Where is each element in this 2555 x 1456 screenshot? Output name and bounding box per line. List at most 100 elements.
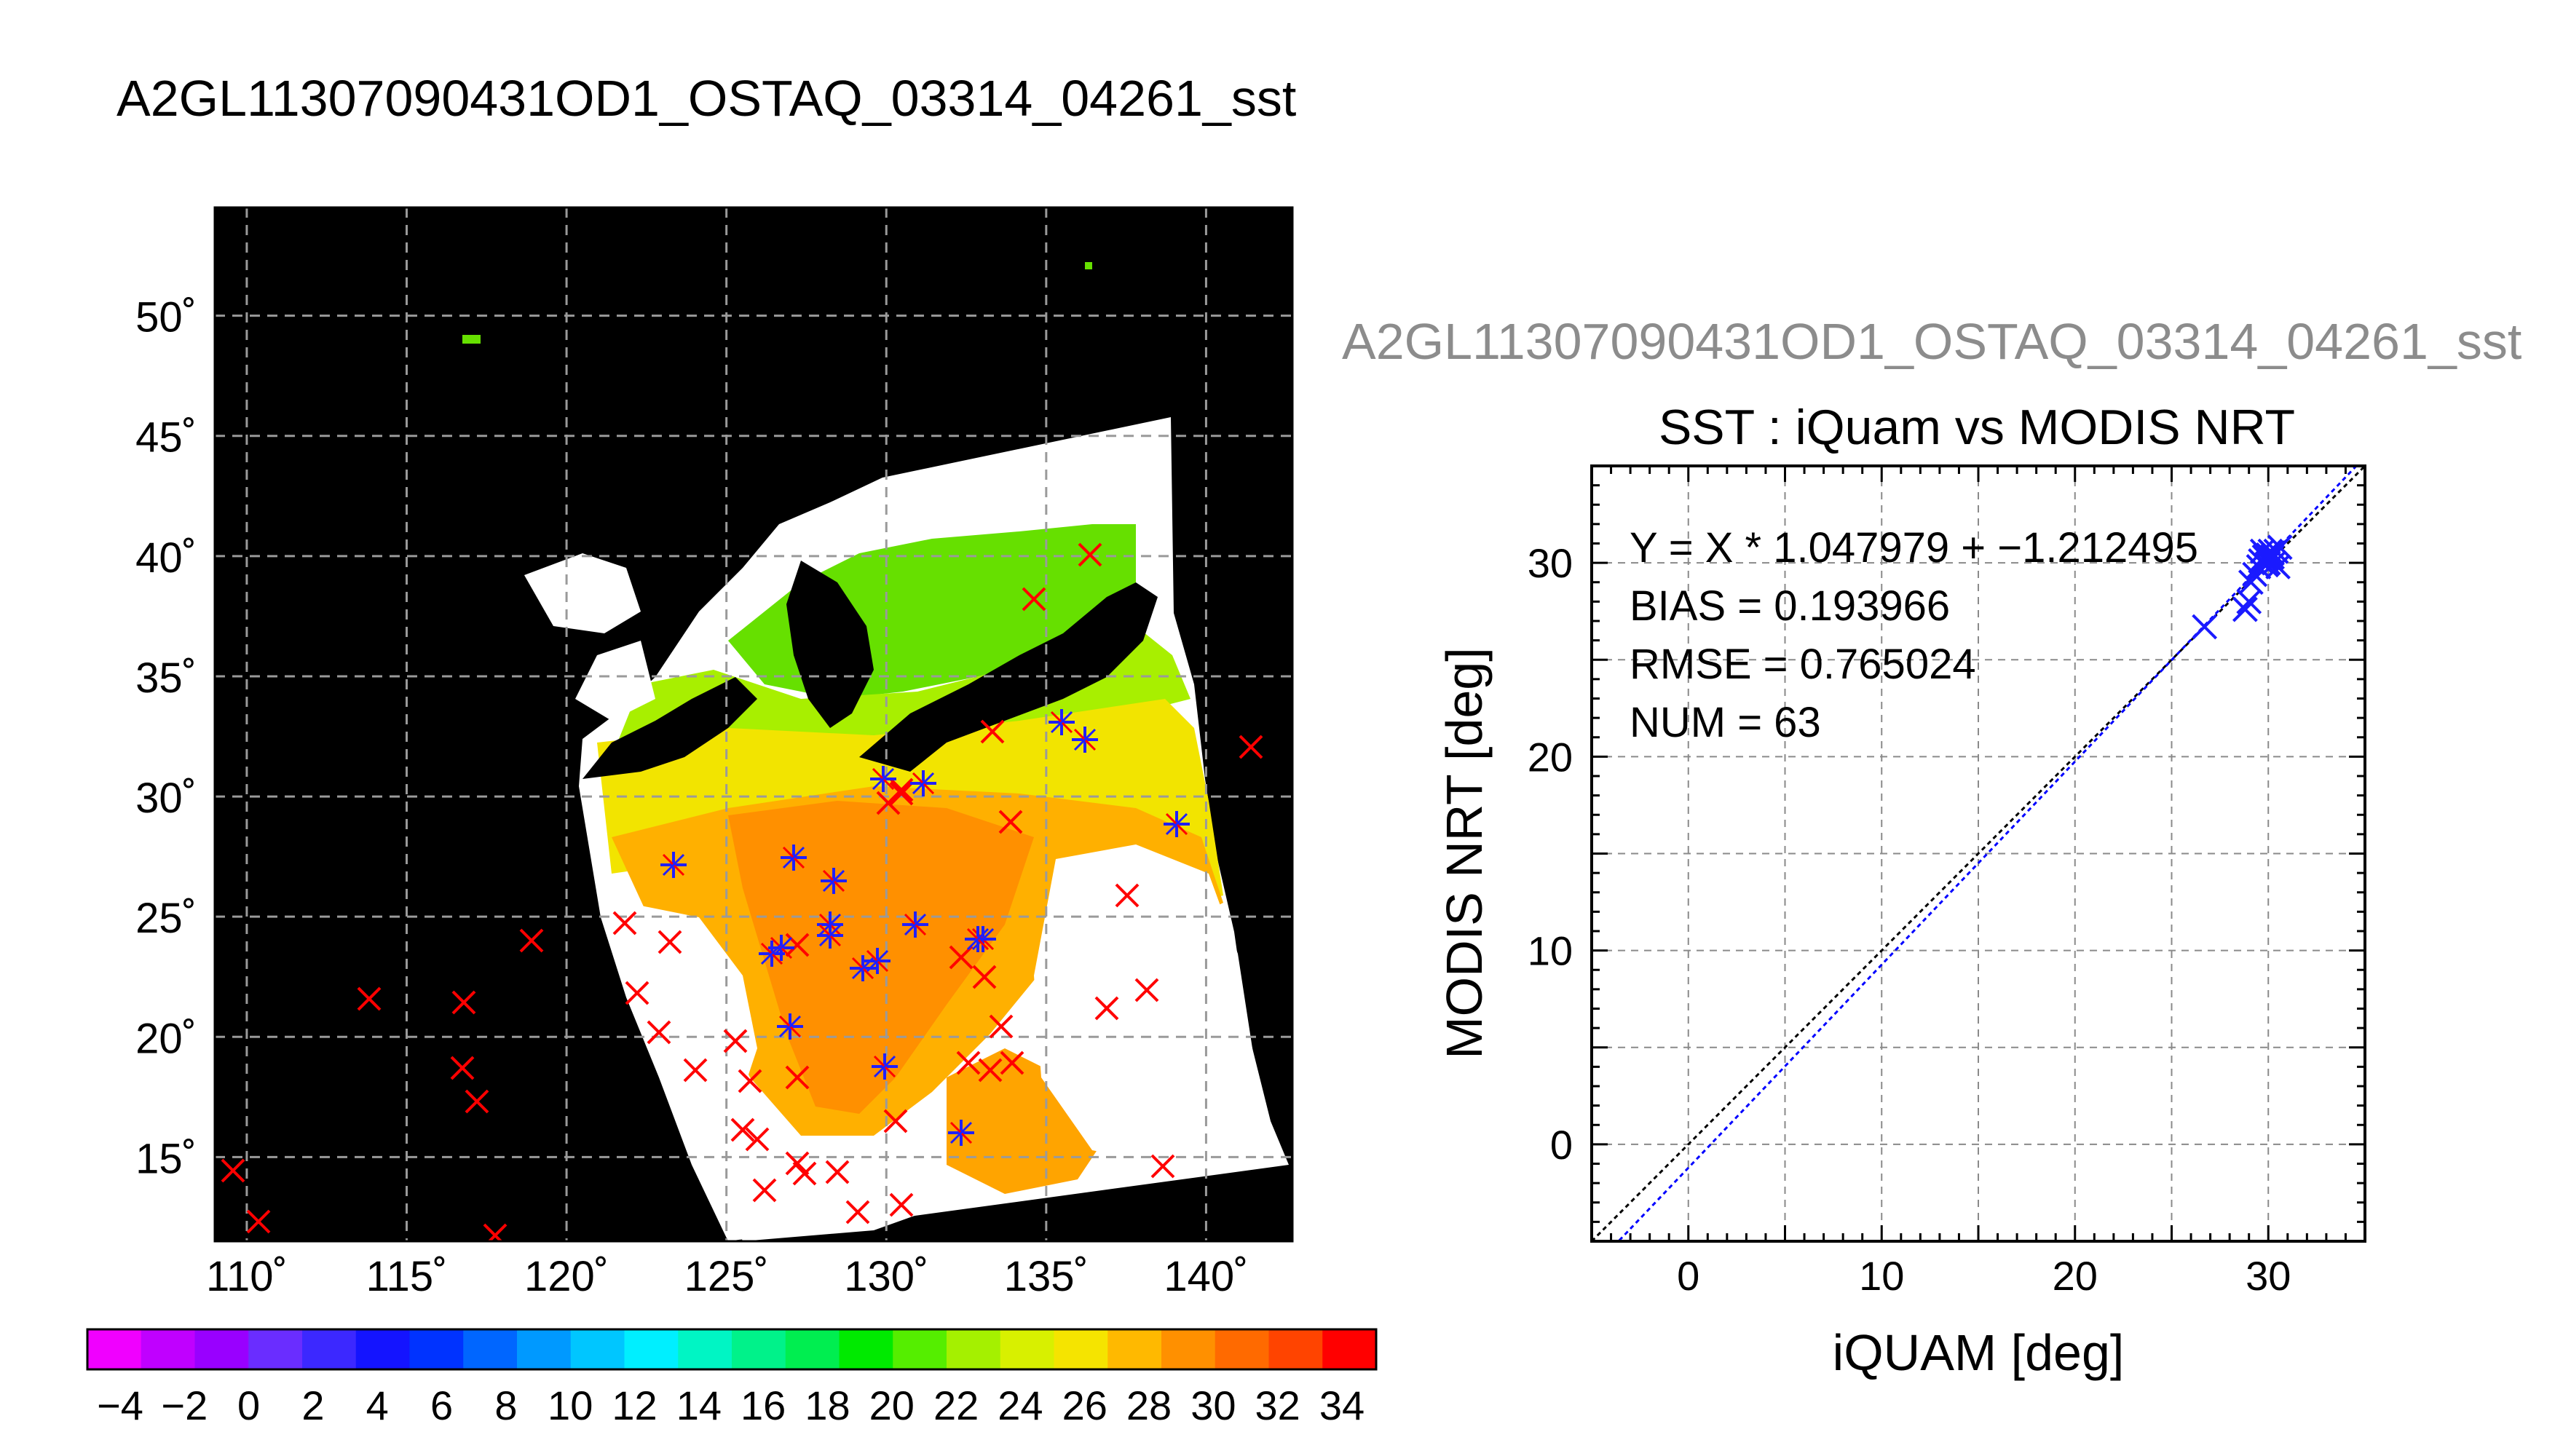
- sst-map: 50˚ 45˚ 40˚ 35˚ 30˚ 25˚ 20˚ 15˚ 110˚ 115˚ 120˚ 125…: [135, 206, 1294, 1300]
- colorbar: −4 −2 0 2 4 6 8 10 12 14 16 18 20 22 24 26 28 30 32 34: [86, 1328, 1378, 1428]
- match-marker-blue: [817, 922, 843, 949]
- match-marker-red: [465, 1089, 489, 1114]
- identity-line: [1592, 466, 2365, 1241]
- match-marker-red: [612, 911, 637, 935]
- match-marker-red: [451, 990, 476, 1015]
- colorbar-swatch: [1268, 1329, 1324, 1369]
- longitude-label: 115˚: [366, 1253, 448, 1300]
- colorbar-label: 4: [366, 1382, 389, 1428]
- map-grid: [215, 207, 1292, 1241]
- match-marker-red: [683, 1058, 708, 1083]
- match-marker-red: [357, 986, 382, 1011]
- map-frame: [213, 206, 1294, 1243]
- match-marker-red: [889, 778, 914, 802]
- match-marker-red: [1134, 978, 1159, 1002]
- colorbar-swatch: [678, 1329, 732, 1369]
- match-marker-blue: [759, 941, 785, 967]
- cloud-continent: [524, 553, 641, 633]
- stat-annotation: Y = X * 1.047979 + −1.212495: [1630, 524, 2198, 571]
- colorbar-swatch: [409, 1329, 465, 1369]
- match-marker-red: [1000, 1051, 1024, 1075]
- x-tick-label: 30: [2246, 1253, 2291, 1299]
- match-marker-red: [792, 1161, 817, 1186]
- match-marker-blue: [660, 852, 687, 878]
- colorbar-swatch: [87, 1329, 142, 1369]
- colorbar-label: −4: [97, 1382, 143, 1428]
- colorbar-label: 0: [237, 1382, 260, 1428]
- scatter-lines: [1592, 466, 2365, 1241]
- match-marker-red: [883, 1109, 908, 1133]
- match-marker-blue: [768, 935, 794, 961]
- colorbar-frame: [86, 1328, 1378, 1371]
- colorbar-swatch: [248, 1329, 303, 1369]
- latitude-label: 35˚: [135, 654, 197, 702]
- colorbar-label: −2: [161, 1382, 208, 1428]
- scatter-annotations: Y = X * 1.047979 + −1.212495 BIAS = 0.193…: [1630, 524, 2198, 746]
- scatter-point: [2254, 546, 2280, 572]
- colorbar-label: 20: [869, 1382, 915, 1428]
- colorbar-label: 26: [1062, 1382, 1107, 1428]
- stat-annotation: BIAS = 0.193966: [1630, 582, 1950, 630]
- match-marker-red: [723, 1029, 748, 1053]
- colorbar-label: 8: [494, 1382, 517, 1428]
- latitude-label: 15˚: [135, 1135, 197, 1182]
- colorbar-label: 22: [933, 1382, 979, 1428]
- match-marker-blue: [948, 1120, 974, 1146]
- match-marker-red: [989, 1014, 1014, 1039]
- cloud-patch-south: [728, 1136, 976, 1241]
- colorbar-label: 2: [301, 1382, 324, 1428]
- island-northeast: [1085, 262, 1092, 269]
- match-marker-red: [785, 1065, 810, 1090]
- colorbar-swatch: [1054, 1329, 1109, 1369]
- longitude-label: 110˚: [206, 1253, 288, 1300]
- longitude-label: 140˚: [1164, 1253, 1248, 1300]
- x-tick-label: 10: [1859, 1253, 1904, 1299]
- x-axis-label: iQUAM [deg]: [1833, 1324, 2125, 1381]
- colorbar-label: 34: [1319, 1382, 1365, 1428]
- latitude-label: 40˚: [135, 534, 197, 582]
- latitude-label: 50˚: [135, 294, 197, 341]
- match-marker-blue: [781, 844, 807, 871]
- match-marker-red: [845, 1200, 870, 1224]
- match-marker-blue: [850, 955, 876, 981]
- colorbar-swatch: [463, 1329, 518, 1369]
- colorbar-swatch: [194, 1329, 250, 1369]
- colorbar-label: 6: [430, 1382, 453, 1428]
- colorbar-swatch: [1000, 1329, 1055, 1369]
- match-marker-red: [519, 928, 544, 953]
- stat-annotation: NUM = 63: [1630, 699, 1821, 746]
- match-marker-blue: [902, 911, 928, 938]
- match-marker-red: [1239, 735, 1263, 759]
- colorbar-swatch: [1322, 1329, 1377, 1369]
- match-marker-red: [1115, 883, 1140, 908]
- scatter-tick-labels: 0 10 20 30 0 10 20 30: [1528, 540, 2291, 1299]
- colorbar-swatch: [355, 1329, 411, 1369]
- cloud-continent-2: [575, 641, 655, 721]
- colorbar-swatch: [570, 1329, 625, 1369]
- match-marker-red: [647, 1020, 671, 1045]
- colorbar-label: 16: [741, 1382, 786, 1428]
- scatter-subtitle: A2GL11307090431OD1_OSTAQ_03314_04261_sst: [1342, 313, 2522, 370]
- fit-line: [1616, 466, 2358, 1241]
- colorbar-swatch: [947, 1329, 1001, 1369]
- y-tick-label: 30: [1528, 540, 1573, 586]
- colorbar-label: 30: [1190, 1382, 1236, 1428]
- x-tick-label: 20: [2053, 1253, 2098, 1299]
- match-marker-red: [738, 1069, 762, 1093]
- scatter-point: [2232, 596, 2258, 622]
- match-marker-blue: [1072, 727, 1098, 753]
- longitude-label: 135˚: [1004, 1253, 1089, 1300]
- colorbar-label: 32: [1255, 1382, 1300, 1428]
- match-marker-blue: [864, 948, 891, 974]
- colorbar-label: 14: [676, 1382, 722, 1428]
- main-title: A2GL11307090431OD1_OSTAQ_03314_04261_sst: [117, 70, 1297, 127]
- y-tick-label: 10: [1528, 928, 1573, 974]
- match-marker-blue: [821, 868, 847, 894]
- match-marker-red: [998, 810, 1023, 834]
- match-marker-red: [1078, 542, 1102, 567]
- colorbar-label: 12: [612, 1382, 657, 1428]
- match-marker-red: [625, 981, 649, 1005]
- match-markers: [221, 542, 1263, 1241]
- y-tick-label: 20: [1528, 734, 1573, 780]
